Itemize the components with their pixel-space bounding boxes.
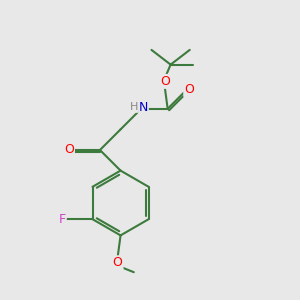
Text: O: O (113, 256, 122, 269)
Text: O: O (160, 75, 170, 88)
Text: H: H (130, 102, 138, 112)
Text: O: O (64, 143, 74, 157)
Text: O: O (184, 83, 194, 96)
Text: N: N (139, 101, 148, 114)
Text: F: F (58, 213, 66, 226)
